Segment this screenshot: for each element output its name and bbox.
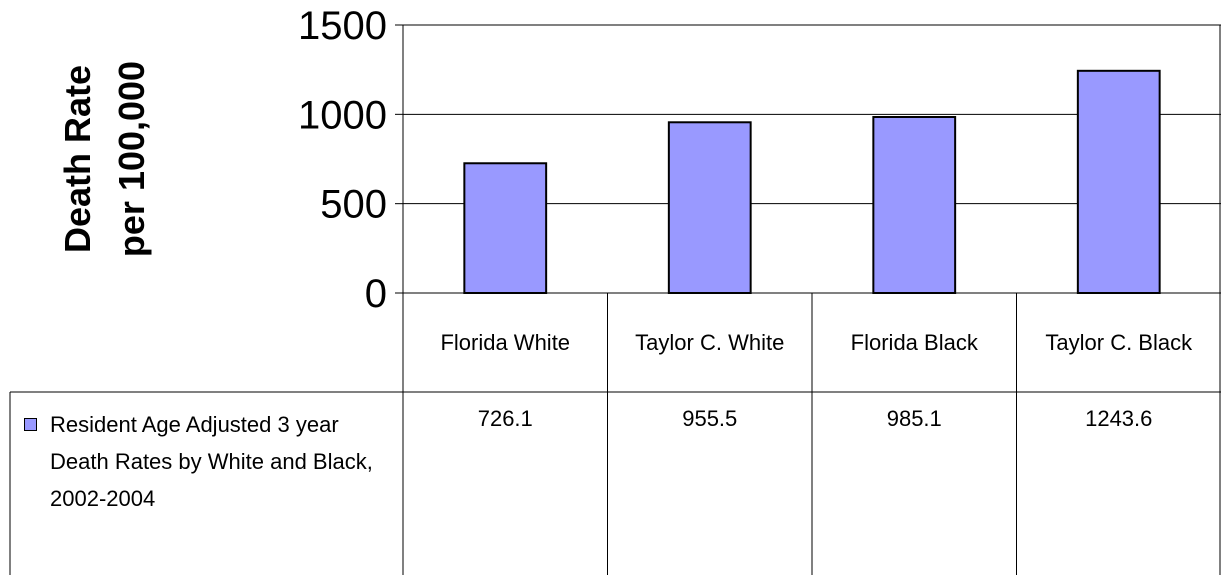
y-tick-label: 1500 — [298, 4, 387, 48]
y-tick-label: 1000 — [298, 93, 387, 137]
value-cell: 1243.6 — [1085, 406, 1153, 431]
y-axis-label-line: Death Rate — [57, 65, 98, 253]
bar — [872, 115, 957, 294]
y-axis-label: Death Rate per 100,000 — [57, 61, 152, 257]
x-tick-label: Taylor C. Black — [1045, 329, 1193, 355]
x-tick-label: Taylor C. White — [635, 329, 785, 355]
value-cell: 726.1 — [477, 406, 533, 431]
bar — [667, 121, 752, 294]
y-axis-label-line: per 100,000 — [111, 61, 152, 257]
y-tick-label: 0 — [365, 272, 387, 316]
x-tick-label: Florida Black — [850, 329, 978, 355]
y-tick-label: 500 — [320, 183, 387, 227]
bar — [463, 162, 548, 294]
bar — [1076, 69, 1161, 294]
x-tick-label: Florida White — [440, 329, 571, 355]
value-cell: 955.5 — [682, 406, 738, 431]
legend-cell: Resident Age Adjusted 3 year Death Rates… — [10, 392, 403, 575]
legend-swatch — [24, 418, 37, 431]
value-cell: 985.1 — [886, 406, 942, 431]
